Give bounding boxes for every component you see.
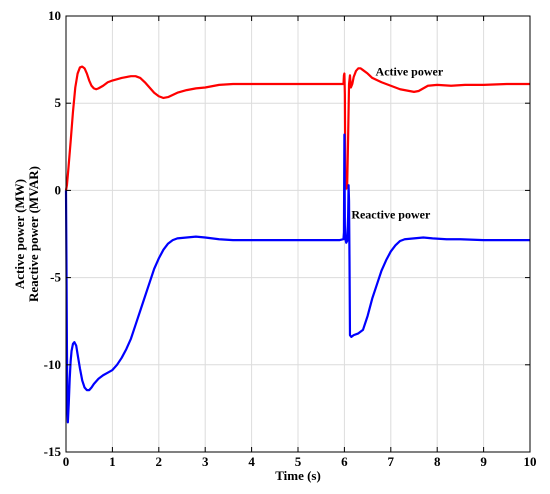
y-tick-label: 5 (55, 95, 62, 110)
y-tick-label: -15 (44, 444, 62, 459)
y-tick-label: 0 (55, 182, 62, 197)
x-axis-title: Time (s) (275, 468, 321, 483)
x-tick-label: 6 (341, 454, 348, 469)
axis-ticks (65, 15, 531, 453)
series-line-0 (64, 65, 530, 191)
annotation-active-power: Active power (376, 64, 444, 78)
y-axis-title-line-1: Active power (MW) (12, 179, 27, 289)
series-line-1 (64, 133, 530, 424)
y-tick-label: -5 (50, 270, 61, 285)
x-tick-label: 3 (202, 454, 209, 469)
x-tick-label: 10 (524, 454, 537, 469)
grid (66, 16, 530, 452)
x-tick-label: 1 (109, 454, 116, 469)
x-tick-label: 5 (295, 454, 302, 469)
series-layer (64, 65, 530, 424)
y-tick-label: -10 (44, 357, 61, 372)
annotation-reactive-power: Reactive power (351, 207, 431, 221)
y-axis-title-line-2: Reactive power (MVAR) (26, 166, 41, 302)
x-tick-label: 2 (156, 454, 163, 469)
x-tick-label: 0 (63, 454, 70, 469)
x-tick-label: 9 (480, 454, 487, 469)
x-tick-label: 7 (388, 454, 395, 469)
y-tick-labels: -15 -10 -5 0 5 10 (44, 8, 62, 459)
x-tick-label: 4 (248, 454, 255, 469)
x-tick-label: 8 (434, 454, 441, 469)
y-tick-label: 10 (48, 8, 61, 23)
x-tick-labels: 0 1 2 3 4 5 6 7 8 9 10 (63, 454, 537, 469)
